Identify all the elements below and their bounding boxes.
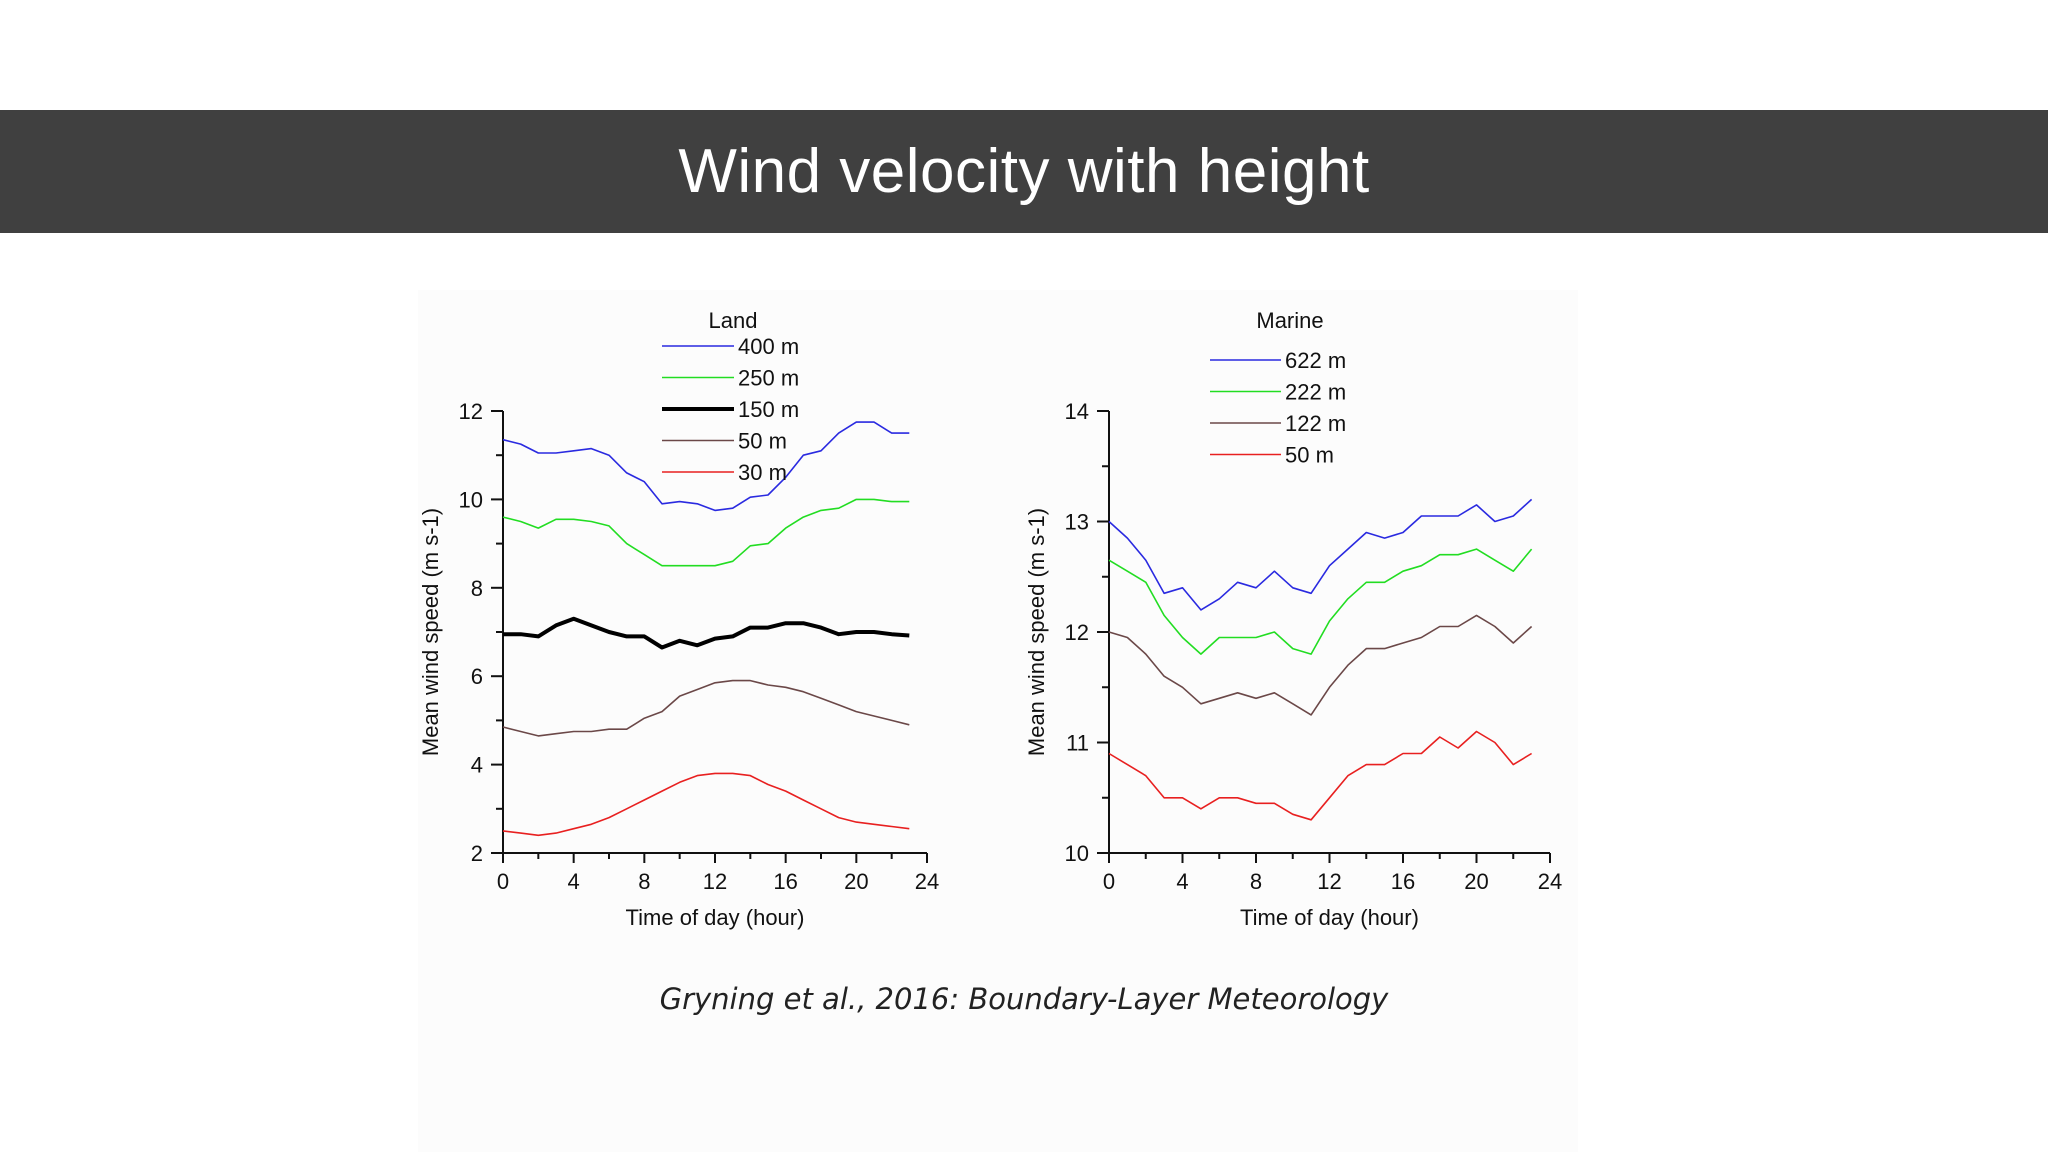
- series-line-222m: [1108, 548, 1533, 655]
- x-tick-label: 20: [844, 869, 868, 894]
- legend-label: 622 m: [1285, 348, 1346, 373]
- series-line-150m: [503, 616, 910, 650]
- legend-label: 222 m: [1285, 380, 1346, 405]
- y-tick-label: 10: [1065, 841, 1089, 866]
- y-tick-label: 14: [1065, 399, 1089, 424]
- legend-label: 50 m: [738, 429, 787, 454]
- x-tick-label: 0: [1103, 869, 1115, 894]
- series-line-400m: [502, 421, 910, 512]
- series-line-622m: [1108, 498, 1533, 611]
- y-tick-label: 8: [471, 576, 483, 601]
- legend-title: Land: [709, 308, 758, 333]
- citation: Gryning et al., 2016: Boundary-Layer Met…: [659, 982, 1389, 1016]
- series-line-250m: [502, 498, 910, 567]
- legend-label: 122 m: [1285, 411, 1346, 436]
- x-tick-label: 4: [1176, 869, 1188, 894]
- figure-area: [418, 290, 1578, 1152]
- chart-marine: 0 4 8 12 16 20 24 10 11 12 13 14 Time of day (hour) M…: [1024, 308, 1562, 930]
- slide-title: Wind velocity with height: [678, 137, 1370, 206]
- x-tick-label: 24: [1538, 869, 1562, 894]
- x-axis-label: Time of day (hour): [1240, 905, 1419, 930]
- x-axis-label: Time of day (hour): [626, 905, 805, 930]
- legend-label: 150 m: [738, 397, 799, 422]
- y-tick-label: 11: [1066, 731, 1089, 756]
- series-line-122m: [1108, 614, 1533, 716]
- y-tick-label: 4: [471, 753, 483, 778]
- x-tick-label: 0: [497, 869, 509, 894]
- legend-label: 50 m: [1285, 443, 1334, 468]
- series-line-30m: [502, 772, 910, 837]
- y-tick-label: 10: [459, 487, 483, 512]
- y-tick-label: 13: [1065, 510, 1089, 535]
- y-tick-label: 2: [471, 841, 483, 866]
- x-tick-label: 12: [703, 869, 727, 894]
- x-tick-label: 8: [1250, 869, 1262, 894]
- y-tick-label: 12: [1065, 620, 1089, 645]
- x-tick-label: 16: [773, 869, 797, 894]
- legend-title: Marine: [1256, 308, 1323, 333]
- legend-label: 30 m: [738, 460, 787, 485]
- series-line-50m: [1108, 730, 1533, 821]
- legend-label: 400 m: [738, 334, 799, 359]
- x-tick-label: 24: [915, 869, 939, 894]
- x-tick-label: 8: [638, 869, 650, 894]
- x-tick-label: 20: [1464, 869, 1488, 894]
- y-tick-label: 6: [471, 664, 483, 689]
- y-axis-label: Mean wind speed (m s-1): [418, 508, 443, 756]
- legend-label: 250 m: [738, 366, 799, 391]
- title-band: Wind velocity with height: [0, 110, 2048, 233]
- x-tick-label: 16: [1391, 869, 1415, 894]
- series-line-50m: [502, 679, 910, 737]
- x-tick-label: 12: [1317, 869, 1341, 894]
- x-tick-label: 4: [568, 869, 580, 894]
- y-tick-label: 12: [459, 399, 483, 424]
- y-axis-label: Mean wind speed (m s-1): [1024, 508, 1049, 756]
